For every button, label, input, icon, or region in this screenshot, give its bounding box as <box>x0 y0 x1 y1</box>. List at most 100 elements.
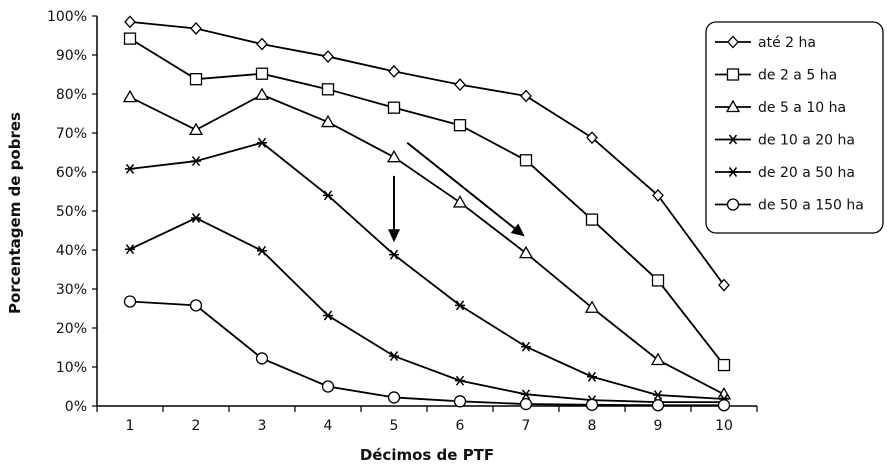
legend-entry: até 2 ha <box>715 35 816 51</box>
y-tick-label: 0% <box>65 399 87 415</box>
data-point <box>321 380 335 393</box>
data-point <box>585 398 599 411</box>
data-point <box>586 131 598 145</box>
series-line <box>129 141 725 400</box>
data-point <box>191 156 201 167</box>
data-point <box>123 32 137 45</box>
y-axis-title: Porcentagem de pobres <box>6 112 24 314</box>
y-axis-ticks: 0% 10% 20% 30% 40% 50% 60% 70% 80% 90% 100% <box>47 9 97 415</box>
series-4 <box>125 137 729 404</box>
data-point <box>585 213 599 226</box>
data-point <box>386 149 402 163</box>
x-tick-label: 6 <box>456 418 465 434</box>
data-point <box>125 244 135 255</box>
y-tick-label: 90% <box>56 48 87 64</box>
data-point <box>587 371 597 382</box>
data-point <box>189 299 203 312</box>
series-line <box>129 93 725 396</box>
data-point <box>122 89 138 103</box>
legend-label: de 20 a 50 ha <box>758 165 855 181</box>
legend-entry: de 50 a 150 ha <box>715 198 864 214</box>
data-point <box>255 352 269 365</box>
data-point <box>254 87 270 100</box>
data-point <box>717 399 731 412</box>
data-point <box>651 399 665 412</box>
data-point <box>519 397 533 411</box>
series-2 <box>123 32 731 372</box>
data-point <box>651 274 665 287</box>
series-5 <box>125 213 729 408</box>
plot-area: 0% 10% 20% 30% 40% 50% 60% 70% 80% 90% 100% 1 2 3 4 5 6… <box>47 9 758 434</box>
data-point <box>652 188 664 202</box>
data-point <box>189 73 203 86</box>
series-layer <box>122 15 732 412</box>
series-line <box>129 300 724 407</box>
data-point <box>718 278 730 292</box>
legend-label: até 2 ha <box>758 35 816 51</box>
data-point <box>452 195 468 208</box>
legend-marker <box>725 99 741 113</box>
legend: até 2 ha de 2 a 5 ha de 5 a 10 ha de 10 a 2… <box>705 21 884 234</box>
y-tick-label: 10% <box>56 360 87 376</box>
data-point <box>454 78 466 92</box>
data-point <box>520 89 532 103</box>
legend-marker <box>726 198 740 211</box>
data-point <box>453 395 467 408</box>
legend-label: de 50 a 150 ha <box>758 198 864 214</box>
series-3 <box>122 87 732 400</box>
data-point <box>650 352 666 366</box>
y-tick-label: 60% <box>56 165 87 181</box>
y-tick-label: 100% <box>47 9 87 25</box>
data-point <box>255 67 269 80</box>
annotation-arrows <box>388 141 525 243</box>
data-point <box>453 119 467 132</box>
data-point <box>387 391 401 404</box>
x-tick-label: 5 <box>390 418 399 434</box>
legend-entry: de 5 a 10 ha <box>715 99 846 116</box>
legend-marker <box>727 35 739 49</box>
legend-label: de 5 a 10 ha <box>758 100 846 116</box>
annotation-arrow <box>388 175 400 243</box>
x-tick-label: 2 <box>192 418 201 434</box>
series-line <box>129 20 725 286</box>
legend-entry: de 20 a 50 ha <box>715 165 855 181</box>
data-point <box>191 213 201 223</box>
y-tick-label: 70% <box>56 126 87 142</box>
data-point <box>519 154 533 167</box>
x-tick-label: 3 <box>258 418 267 434</box>
data-point <box>322 50 334 64</box>
series-line <box>129 37 725 366</box>
data-point <box>123 295 137 308</box>
data-point <box>455 375 465 386</box>
data-point <box>584 300 600 313</box>
data-point <box>125 163 135 174</box>
legend-marker <box>728 134 738 145</box>
data-point <box>257 137 267 148</box>
series-line <box>129 217 724 404</box>
data-point <box>521 389 531 400</box>
data-point <box>388 64 400 78</box>
data-point <box>389 351 399 362</box>
data-point <box>716 386 732 400</box>
x-tick-label: 10 <box>715 418 733 434</box>
legend-entry: de 2 a 5 ha <box>715 68 837 84</box>
x-tick-label: 4 <box>324 418 333 434</box>
data-point <box>389 249 399 260</box>
data-point <box>387 101 401 114</box>
data-point <box>518 245 534 259</box>
data-point <box>323 190 333 201</box>
legend-label: de 10 a 20 ha <box>758 133 855 149</box>
x-axis-title: Décimos de PTF <box>360 446 494 464</box>
x-axis-ticks: 1 2 3 4 5 6 7 8 9 10 <box>96 406 758 434</box>
x-tick-label: 1 <box>126 418 135 434</box>
legend-label: de 2 a 5 ha <box>758 68 837 84</box>
y-tick-label: 20% <box>56 321 87 337</box>
legend-marker <box>726 68 740 81</box>
data-point <box>320 114 336 128</box>
data-point <box>256 37 268 51</box>
data-point <box>717 358 731 372</box>
y-tick-label: 30% <box>56 282 87 298</box>
legend-entry: de 10 a 20 ha <box>715 133 855 149</box>
data-point <box>257 245 267 256</box>
x-tick-label: 9 <box>654 418 663 434</box>
